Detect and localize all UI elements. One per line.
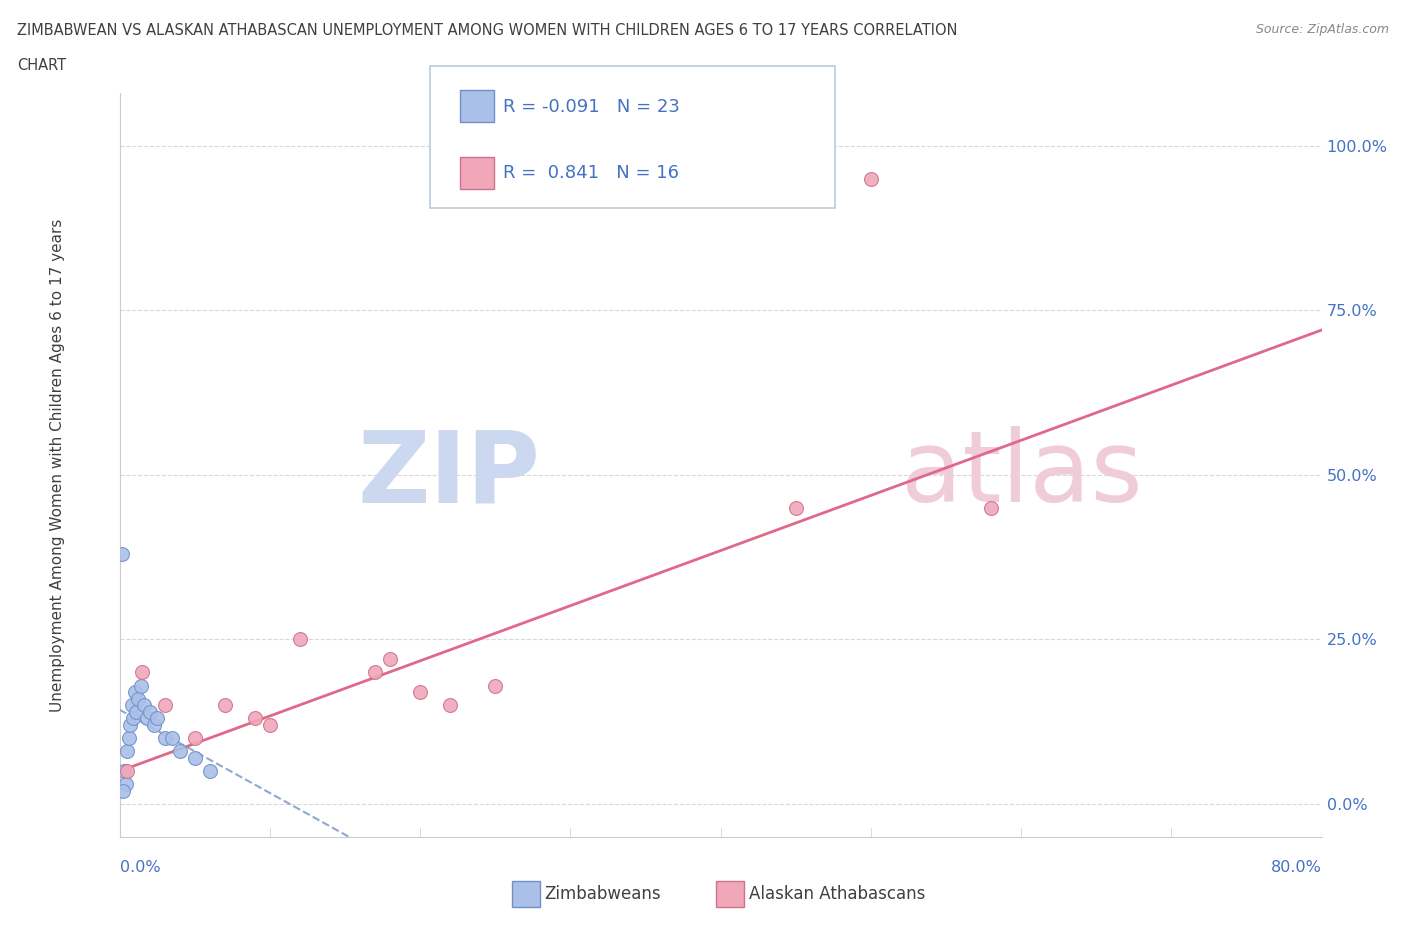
Point bbox=[183, 731, 205, 746]
Point bbox=[153, 731, 176, 746]
Text: 80.0%: 80.0% bbox=[1271, 860, 1322, 875]
Y-axis label: Unemployment Among Women with Children Ages 6 to 17 years: Unemployment Among Women with Children A… bbox=[51, 219, 66, 711]
Text: 0.0%: 0.0% bbox=[120, 860, 160, 875]
Point bbox=[129, 678, 152, 693]
Point bbox=[125, 704, 148, 719]
Point bbox=[127, 691, 149, 706]
Point bbox=[378, 652, 401, 667]
Text: atlas: atlas bbox=[901, 426, 1143, 524]
Text: ZIP: ZIP bbox=[357, 426, 540, 524]
Point bbox=[146, 711, 169, 726]
Point bbox=[114, 777, 136, 791]
Point bbox=[288, 632, 311, 647]
Point bbox=[124, 684, 146, 699]
Point bbox=[409, 684, 432, 699]
Text: Source: ZipAtlas.com: Source: ZipAtlas.com bbox=[1256, 23, 1389, 36]
Point bbox=[132, 698, 155, 712]
Point bbox=[115, 744, 138, 759]
Point bbox=[364, 665, 387, 680]
Point bbox=[143, 718, 166, 733]
Point bbox=[118, 718, 141, 733]
Point bbox=[153, 698, 176, 712]
Point bbox=[439, 698, 461, 712]
Point bbox=[138, 704, 160, 719]
Text: ZIMBABWEAN VS ALASKAN ATHABASCAN UNEMPLOYMENT AMONG WOMEN WITH CHILDREN AGES 6 T: ZIMBABWEAN VS ALASKAN ATHABASCAN UNEMPLO… bbox=[17, 23, 957, 38]
Point bbox=[980, 500, 1002, 515]
Point bbox=[259, 718, 281, 733]
Point bbox=[160, 731, 183, 746]
Point bbox=[122, 711, 145, 726]
Point bbox=[135, 711, 157, 726]
Point bbox=[117, 731, 139, 746]
Point bbox=[859, 171, 882, 186]
Point bbox=[198, 764, 221, 778]
Point bbox=[169, 744, 191, 759]
Point bbox=[112, 764, 135, 778]
Point bbox=[183, 751, 205, 765]
Point bbox=[131, 665, 153, 680]
Point bbox=[111, 547, 134, 562]
Text: R =  0.841   N = 16: R = 0.841 N = 16 bbox=[503, 164, 679, 182]
Point bbox=[115, 764, 138, 778]
Text: Zimbabweans: Zimbabweans bbox=[544, 884, 661, 903]
Text: Alaskan Athabascans: Alaskan Athabascans bbox=[749, 884, 925, 903]
Point bbox=[121, 698, 143, 712]
Text: R = -0.091   N = 23: R = -0.091 N = 23 bbox=[503, 98, 681, 116]
Point bbox=[214, 698, 236, 712]
Text: CHART: CHART bbox=[17, 58, 66, 73]
Point bbox=[243, 711, 266, 726]
Point bbox=[785, 500, 807, 515]
Point bbox=[484, 678, 506, 693]
Point bbox=[111, 783, 134, 798]
